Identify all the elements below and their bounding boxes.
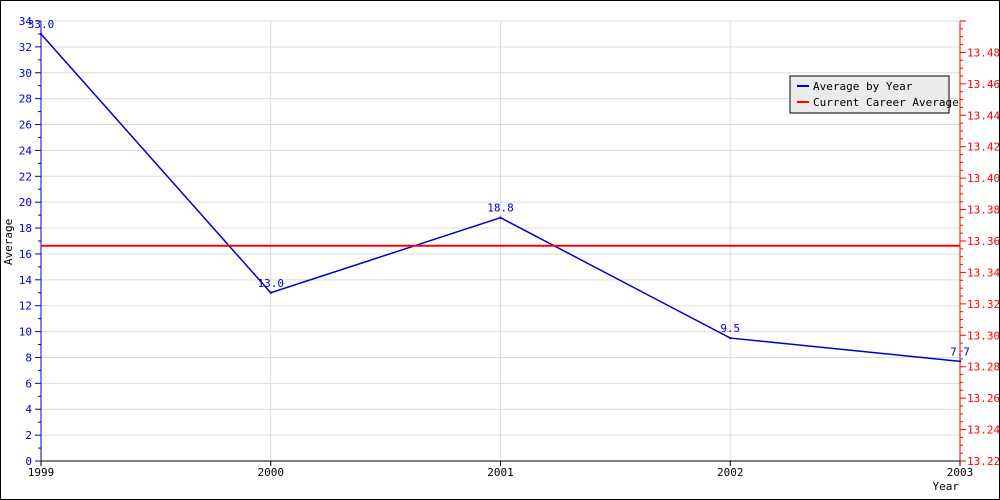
data-point-2003 (958, 360, 962, 363)
data-point-2001 (499, 216, 502, 219)
data-label-2001: 18.8 (487, 202, 514, 215)
x-axis: 1999 2000 2001 2002 2003 (28, 460, 974, 479)
data-point-2002 (729, 336, 732, 340)
left-tick-label-24: 24 (19, 144, 33, 157)
left-tick-label-34: 34 (19, 15, 33, 28)
right-tick-label-13.26: 13.26 (967, 392, 999, 405)
right-tick-label-13.30: 13.30 (967, 329, 999, 342)
right-tick-label-13.36: 13.36 (967, 235, 999, 248)
y-axis-title: Average (2, 219, 15, 265)
right-tick-label-13.40: 13.40 (967, 172, 999, 185)
right-tick-label-13.46: 13.46 (967, 78, 999, 91)
left-tick-label-10: 10 (19, 326, 32, 339)
legend: Average by Year Current Career Average (789, 75, 959, 114)
left-tick-label-32: 32 (19, 41, 32, 54)
left-tick-label-14: 14 (19, 274, 33, 287)
left-tick-label-22: 22 (19, 170, 32, 183)
x-tick-label-2001: 2001 (487, 466, 514, 479)
x-tick-label-1999: 1999 (28, 466, 55, 479)
data-label-2000: 13.0 (258, 277, 285, 290)
right-tick-label-13.48: 13.48 (967, 46, 999, 59)
left-tick-label-12: 12 (19, 300, 32, 313)
right-tick-label-13.32: 13.32 (967, 298, 999, 311)
left-tick-label-16: 16 (19, 248, 32, 261)
data-label-2002: 9.5 (720, 322, 740, 335)
left-tick-label-26: 26 (19, 119, 32, 132)
left-tick-label-0: 0 (25, 455, 32, 468)
data-point-2000 (269, 291, 272, 294)
left-tick-label-6: 6 (25, 377, 32, 390)
x-axis-title: Year (933, 480, 960, 493)
right-tick-label-13.38: 13.38 (967, 204, 999, 217)
x-tick-label-2000: 2000 (258, 466, 285, 479)
right-tick-label-13.34: 13.34 (967, 266, 999, 279)
left-tick-label-2: 2 (25, 429, 32, 442)
x-tick-label-2002: 2002 (717, 466, 744, 479)
left-tick-label-20: 20 (19, 196, 32, 209)
right-tick-label-13.28: 13.28 (967, 361, 999, 374)
data-label-2003: 7.7 (950, 345, 970, 358)
left-tick-label-4: 4 (25, 403, 32, 416)
left-tick-label-8: 8 (25, 351, 32, 364)
legend-label-career-average: Current Career Average (813, 96, 959, 109)
left-tick-label-30: 30 (19, 67, 32, 80)
right-tick-label-13.44: 13.44 (967, 109, 999, 122)
data-point-1999 (39, 32, 43, 36)
left-tick-label-28: 28 (19, 93, 32, 106)
data-label-1999: 33.0 (28, 18, 55, 31)
right-y-axis: 13.22 13.24 13.26 13.28 13.30 13.32 13.34 13.36… (959, 20, 999, 468)
legend-box (789, 75, 950, 114)
legend-label-average-by-year: Average by Year (813, 80, 913, 93)
right-tick-label-13.22: 13.22 (967, 455, 999, 468)
right-tick-label-13.42: 13.42 (967, 141, 999, 154)
right-tick-label-13.24: 13.24 (967, 424, 999, 437)
x-tick-label-2003: 2003 (947, 466, 974, 479)
series-group: 33.0 13.0 18.8 9.5 7.7 (28, 18, 970, 363)
left-tick-label-18: 18 (19, 222, 32, 235)
